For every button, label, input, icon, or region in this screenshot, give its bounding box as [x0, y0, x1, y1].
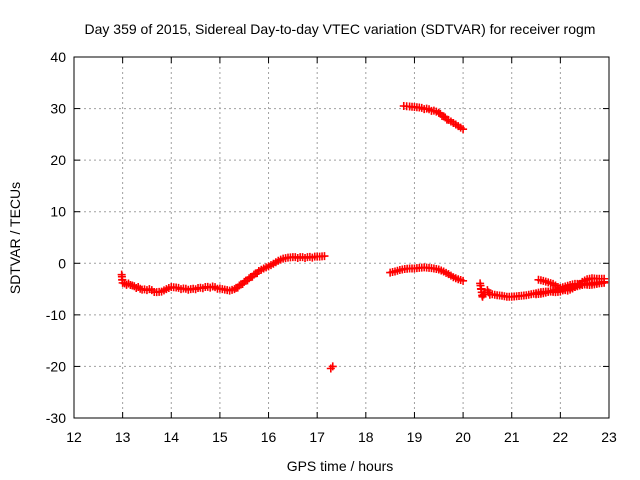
y-tick-label: 30 — [50, 101, 66, 117]
x-axis-label: GPS time / hours — [287, 458, 394, 474]
y-tick-label: -30 — [46, 410, 66, 426]
series-segment-7 — [532, 278, 609, 299]
series-segment-2 — [326, 362, 337, 373]
chart-title: Day 359 of 2015, Sidereal Day-to-day VTE… — [85, 21, 596, 37]
y-tick-label: 10 — [50, 204, 66, 220]
x-tick-label: 22 — [553, 429, 569, 445]
grid — [74, 57, 609, 418]
y-axis: -30 -20 -10 0 10 20 30 40 — [46, 49, 609, 426]
x-tick-label: 17 — [309, 429, 325, 445]
x-axis: 12 13 14 15 16 17 18 19 20 21 22 23 — [66, 57, 617, 445]
x-tick-label: 21 — [504, 429, 520, 445]
y-tick-label: -10 — [46, 307, 66, 323]
plot-frame — [73, 56, 610, 419]
x-tick-label: 16 — [261, 429, 277, 445]
data-point — [459, 276, 468, 285]
x-tick-label: 14 — [163, 429, 179, 445]
data-point — [459, 125, 468, 134]
x-tick-label: 15 — [212, 429, 228, 445]
series-segment-4 — [386, 263, 468, 285]
data-point — [328, 362, 337, 371]
y-tick-label: -20 — [46, 358, 66, 374]
y-tick-label: 40 — [50, 49, 66, 65]
series-segment-3 — [399, 101, 468, 134]
data-point — [600, 278, 609, 287]
y-tick-label: 20 — [50, 152, 66, 168]
x-tick-label: 19 — [407, 429, 423, 445]
y-axis-label: SDTVAR / TECUs — [7, 182, 23, 294]
series-segment-1 — [117, 252, 329, 297]
x-tick-label: 12 — [66, 429, 82, 445]
data-points — [117, 101, 609, 373]
x-tick-label: 23 — [601, 429, 617, 445]
x-tick-label: 20 — [455, 429, 471, 445]
x-tick-label: 13 — [115, 429, 131, 445]
y-tick-label: 0 — [58, 255, 66, 271]
x-tick-label: 18 — [358, 429, 374, 445]
data-point — [320, 252, 329, 261]
